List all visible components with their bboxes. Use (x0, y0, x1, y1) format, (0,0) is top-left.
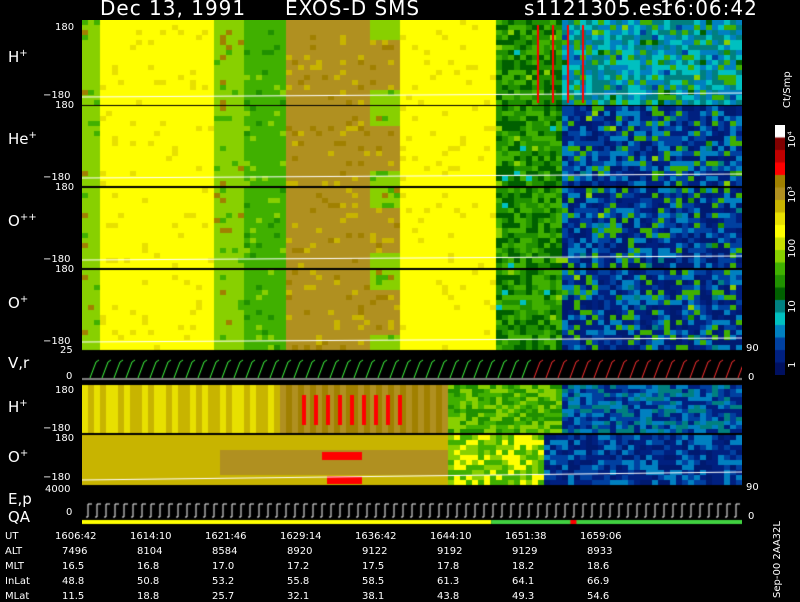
table-cell: 58.5 (362, 576, 385, 587)
tick-bottom-p6: −180 (43, 472, 71, 483)
table-cell: 50.8 (137, 576, 160, 587)
table-cell: 1636:42 (355, 531, 397, 542)
tick-bottom-p4: 0 (66, 371, 73, 382)
table-cell: 53.2 (212, 576, 235, 587)
panel-label-o-plus: O+ (8, 294, 29, 312)
panel-label-ep: E,p (8, 490, 32, 508)
table-cell: 17.2 (287, 561, 310, 572)
table-cell: 8920 (287, 546, 313, 557)
table-cell: 17.5 (362, 561, 385, 572)
table-cell: 32.1 (287, 591, 310, 602)
table-cell: 18.8 (137, 591, 160, 602)
right-tick-top-vr: 90 (746, 343, 759, 354)
table-cell: 18.6 (587, 561, 610, 572)
colorbar-tick-1000: 10³ (787, 186, 798, 203)
tick-top-p2: 180 (55, 182, 75, 193)
tick-bottom-p7: 0 (66, 507, 73, 518)
tick-bottom-p3: −180 (43, 336, 71, 347)
table-row-label-ut: UT (5, 531, 19, 542)
table-cell: 38.1 (362, 591, 385, 602)
tick-bottom-p5: −180 (43, 423, 71, 434)
table-cell: 11.5 (62, 591, 85, 602)
colorbar-tick-1: 1 (787, 361, 798, 368)
tick-top-p6: 180 (55, 433, 75, 444)
colorbar-tick-10000: 10⁴ (787, 131, 798, 148)
right-tick-bottom-ep: 0 (748, 511, 755, 522)
table-cell: 7496 (62, 546, 88, 557)
panel-label-o-plus-2: O+ (8, 448, 29, 466)
right-tick-bottom-vr: 0 (748, 372, 755, 383)
table-cell: 8104 (137, 546, 163, 557)
table-cell: 8933 (587, 546, 613, 557)
table-cell: 61.3 (437, 576, 460, 587)
table-cell: 9122 (362, 546, 388, 557)
table-cell: 1606:42 (55, 531, 97, 542)
header-date: Dec 13, 1991 (100, 0, 247, 20)
tick-top-p1: 180 (55, 100, 75, 111)
panel-label-h-plus-2: H+ (8, 398, 28, 416)
tick-top-p4: 25 (60, 345, 73, 356)
table-row-label-mlt: MLT (5, 561, 24, 572)
table-cell: 55.8 (287, 576, 310, 587)
table-cell: 1659:06 (580, 531, 622, 542)
table-row-label-mlat: MLat (5, 591, 30, 602)
tick-top-p5: 180 (55, 385, 75, 396)
panel-label-vr: V,r (8, 354, 30, 372)
table-cell: 49.3 (512, 591, 535, 602)
footer-note: Sep-00 2AA32L (772, 521, 783, 598)
header-instrument: EXOS-D SMS (285, 0, 421, 20)
colorbar-tick-10: 10 (787, 300, 798, 313)
panel-label-h-plus: H+ (8, 48, 28, 66)
table-cell: 1621:46 (205, 531, 247, 542)
table-cell: 66.9 (587, 576, 610, 587)
header-time: 16:06:42 (660, 0, 758, 20)
table-cell: 25.7 (212, 591, 235, 602)
tick-bottom-p2: −180 (43, 254, 71, 265)
tick-bottom-p1: −180 (43, 172, 71, 183)
table-cell: 17.0 (212, 561, 235, 572)
spectrogram-plot (82, 20, 742, 525)
table-cell: 8584 (212, 546, 238, 557)
table-cell: 1651:38 (505, 531, 547, 542)
colorbar-tick-100: 100 (787, 238, 798, 258)
table-cell: 17.8 (437, 561, 460, 572)
panel-label-o-plus-plus: O++ (8, 212, 37, 230)
table-cell: 1644:10 (430, 531, 472, 542)
tick-bottom-p0: −180 (43, 90, 71, 101)
table-cell: 54.6 (587, 591, 610, 602)
table-cell: 16.8 (137, 561, 160, 572)
table-cell: 9129 (512, 546, 538, 557)
table-cell: 16.5 (62, 561, 85, 572)
table-cell: 43.8 (437, 591, 460, 602)
tick-top-p3: 180 (55, 264, 75, 275)
table-cell: 18.2 (512, 561, 535, 572)
table-cell: 1629:14 (280, 531, 322, 542)
table-row-label-inlat: InLat (5, 576, 30, 587)
colorbar-unit-label: Ct/Smp (782, 71, 793, 108)
table-cell: 9192 (437, 546, 463, 557)
colorbar (775, 125, 785, 375)
tick-top-p7: 4000 (45, 484, 71, 495)
qa-label: QA (8, 508, 31, 526)
right-tick-top-ep: 90 (746, 482, 759, 493)
table-cell: 48.8 (62, 576, 85, 587)
header-file: s1121305.esr (524, 0, 673, 20)
table-cell: 1614:10 (130, 531, 172, 542)
tick-top-p0: 180 (55, 22, 75, 33)
panel-label-he-plus: He+ (8, 130, 37, 148)
table-cell: 64.1 (512, 576, 535, 587)
table-row-label-alt: ALT (5, 546, 23, 557)
